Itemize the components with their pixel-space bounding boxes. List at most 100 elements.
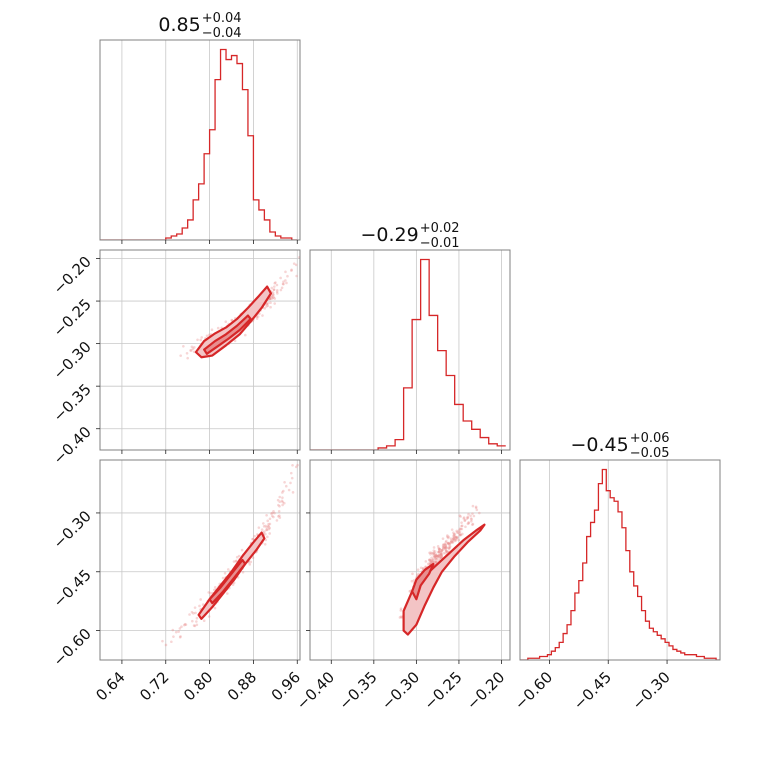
pair-2-contour-inner: [411, 562, 435, 601]
histogram-0-bin-25: [237, 64, 242, 240]
pair-1-sample: [283, 480, 286, 484]
pair-1-sample: [164, 643, 168, 647]
pair-1-xtick-label-3: 0.88: [224, 668, 260, 704]
pair-1-sample: [278, 500, 282, 504]
pair-0-sample: [272, 295, 275, 299]
pair-1-sample: [272, 509, 275, 513]
pair-0-sample: [190, 349, 193, 352]
pair-1-sample: [277, 503, 280, 507]
title-value-2: −0.45: [570, 434, 628, 456]
pair-2-sample: [469, 517, 473, 520]
histogram-2-bin-20: [598, 484, 602, 660]
pair-2-sample: [434, 560, 438, 564]
pair-1-sample: [235, 559, 238, 563]
pair-2-sample: [441, 547, 445, 551]
pair-0-sample: [199, 338, 202, 342]
pair-1-sample: [251, 537, 254, 541]
pair-0-ytick-label-0: −0.20: [50, 253, 95, 298]
pair-2-sample: [462, 517, 466, 520]
pair-2-sample: [453, 532, 457, 536]
pair-panel-1: [100, 460, 300, 660]
pair-2-sample: [435, 558, 438, 561]
histogram-2-bin-43: [689, 655, 693, 660]
pair-0-sample: [280, 286, 284, 290]
pair-1-xtick-label-2: 0.80: [180, 668, 216, 704]
pair-2-sample: [426, 562, 430, 566]
pair-1-sample: [192, 624, 196, 627]
pair-0-sample: [274, 281, 277, 284]
histogram-2-bin-34: [653, 632, 657, 660]
pair-2-sample: [454, 535, 458, 539]
histogram-1-bin-18: [463, 421, 472, 450]
pair-2-sample: [445, 546, 449, 550]
hist-2-xtick-label-2: −0.30: [629, 668, 674, 713]
pair-2-sample: [460, 524, 464, 528]
histogram-line-2: [520, 468, 720, 660]
histogram-2-bin-44: [693, 655, 697, 660]
pair-2-sample: [438, 557, 441, 561]
pair-1-sample: [264, 524, 268, 528]
pair-frame-1: [99, 459, 301, 661]
pair-1-sample: [294, 465, 298, 469]
pair-2-sample: [450, 528, 454, 531]
pair-0-sample: [281, 282, 285, 286]
pair-2-sample: [440, 553, 444, 556]
histogram-1-bin-22: [497, 446, 506, 450]
histogram-2-bin-36: [661, 639, 665, 660]
pair-2-sample: [430, 551, 434, 555]
pair-2-sample: [436, 554, 439, 558]
pair-1-sample: [241, 570, 245, 574]
pair-2-sample: [449, 537, 453, 540]
pair-0-sample: [271, 293, 275, 296]
pair-2-sample: [445, 550, 449, 554]
histogram-2-bin-22: [606, 491, 610, 660]
histogram-1-bin-10: [395, 440, 404, 450]
pair-2-sample: [472, 514, 476, 518]
pair-2-sample: [435, 556, 438, 560]
pair-2-sample: [443, 547, 447, 550]
pair-1-sample: [278, 495, 282, 499]
pair-1-sample: [192, 612, 195, 615]
histogram-2-bin-27: [626, 551, 630, 660]
pair-2-sample: [430, 559, 433, 562]
pair-0-contour-inner: [203, 314, 252, 355]
histogram-2-bin-25: [618, 512, 622, 660]
pair-1-sample: [251, 556, 255, 559]
pair-2-sample: [459, 533, 462, 537]
pair-2-sample: [443, 542, 447, 546]
pair-2-sample: [433, 557, 437, 560]
histogram-2-bin-24: [614, 501, 618, 660]
histogram-2-bin-23: [610, 498, 614, 660]
pair-2-xtick-label-0: −0.40: [293, 668, 338, 713]
pair-0-sample: [270, 295, 273, 299]
pair-2-sample: [444, 551, 447, 555]
pair-1-sample: [278, 516, 282, 519]
pair-1-sample: [194, 611, 197, 615]
pair-panel-2: [310, 460, 510, 660]
histogram-2-bin-40: [677, 651, 681, 660]
histogram-1-bin-16: [446, 375, 455, 450]
pair-1-sample: [161, 639, 164, 643]
pair-0-sample: [268, 297, 272, 301]
pair-0-sample: [243, 333, 247, 337]
pair-1-sample: [235, 555, 239, 559]
pair-0-sample: [190, 345, 194, 349]
pair-1-sample: [249, 560, 253, 564]
pair-2-sample: [474, 505, 478, 509]
pair-1-sample: [195, 620, 198, 623]
pair-2-sample: [474, 506, 478, 510]
pair-0-sample: [269, 301, 272, 305]
panel-title-1: −0.29+0.02: [360, 221, 459, 246]
pair-1-sample: [171, 628, 175, 632]
histogram-2-bin-35: [657, 635, 661, 660]
pair-2-sample: [434, 560, 438, 564]
histogram-2-bin-9: [555, 648, 559, 660]
pair-2-sample: [416, 568, 420, 571]
pair-2-sample: [440, 548, 444, 552]
pair-2-sample: [439, 550, 443, 554]
pair-2-sample: [444, 548, 447, 551]
pair-1-sample: [268, 532, 272, 535]
pair-1-sample: [178, 627, 182, 630]
pair-2-sample: [429, 560, 433, 564]
